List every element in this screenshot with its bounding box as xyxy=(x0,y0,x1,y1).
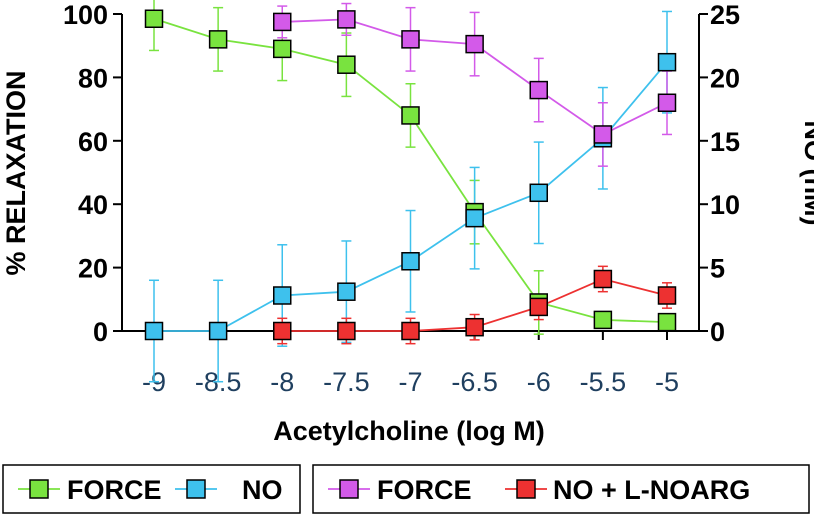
series-2-point xyxy=(144,321,164,341)
y-right-tick-label: 15 xyxy=(710,127,740,157)
x-tick-label: -6 xyxy=(527,367,551,397)
series-1-point xyxy=(208,30,228,49)
y-axis-left-title: % RELAXATION xyxy=(1,70,31,275)
series-2-point xyxy=(401,252,420,271)
series-3-point xyxy=(657,93,677,113)
x-tick-label: -5 xyxy=(655,367,679,397)
y-right-tick-label: 20 xyxy=(710,63,740,93)
series-4-point xyxy=(273,321,292,341)
y-left-tick-label: 20 xyxy=(78,254,108,284)
legend-marker xyxy=(339,479,359,499)
series-markers xyxy=(144,9,677,341)
axis-ticks: 0204060801000510152025-9-8.5-8-7.5-7-6.5… xyxy=(63,0,740,397)
y-left-tick-label: 100 xyxy=(63,0,108,30)
series-2-point xyxy=(337,282,356,301)
x-axis-title: Acetylcholine (log M) xyxy=(273,416,545,446)
y-right-tick-label: 25 xyxy=(710,0,740,30)
series-3-point xyxy=(401,30,420,49)
series-1-point xyxy=(657,312,677,332)
series-2-point xyxy=(465,208,484,228)
legend-label: FORCE xyxy=(67,475,162,505)
series-4-point xyxy=(529,297,548,317)
series-3-point xyxy=(593,125,613,144)
series-2-point xyxy=(529,183,548,203)
x-tick-label: -8 xyxy=(270,367,294,397)
series-3-point xyxy=(465,34,484,54)
series-3-point xyxy=(529,80,548,100)
series-1-point xyxy=(593,310,613,330)
legend-label: NO xyxy=(242,475,283,505)
y-left-tick-label: 80 xyxy=(78,63,108,93)
legend-label: FORCE xyxy=(377,475,472,505)
x-tick-label: -5.5 xyxy=(580,367,627,397)
series-2-point xyxy=(657,52,677,72)
series-1-point xyxy=(273,39,292,59)
series-1-point xyxy=(337,55,356,74)
x-tick-label: -7 xyxy=(398,367,422,397)
y-right-tick-label: 5 xyxy=(710,254,725,284)
series-1-point xyxy=(144,9,164,29)
series-4-point xyxy=(657,286,677,305)
series-2-point xyxy=(208,321,228,341)
y-right-tick-label: 0 xyxy=(710,317,725,347)
legend-box-2 xyxy=(312,464,810,514)
series-4-point xyxy=(465,317,484,337)
series-4-point xyxy=(593,269,613,289)
series-4-point xyxy=(401,321,420,341)
legend-marker xyxy=(516,479,536,499)
series-3-point xyxy=(273,12,292,32)
series-3-point xyxy=(337,10,356,29)
series-2-point xyxy=(273,286,292,305)
x-tick-label: -7.5 xyxy=(323,367,370,397)
y-left-tick-label: 60 xyxy=(78,127,108,157)
series-4-point xyxy=(337,321,356,341)
y-right-tick-label: 10 xyxy=(710,190,740,220)
legend: FORCE NO FORCE NO + L-NOARG xyxy=(2,464,810,514)
y-left-tick-label: 0 xyxy=(93,317,108,347)
legend-marker xyxy=(186,479,206,499)
y-axis-right-title: NO (nM) xyxy=(799,121,814,226)
y-left-tick-label: 40 xyxy=(78,190,108,220)
legend-label: NO + L-NOARG xyxy=(553,475,750,505)
series-1-point xyxy=(401,106,420,125)
x-tick-label: -6.5 xyxy=(451,367,498,397)
legend-marker xyxy=(29,479,49,499)
